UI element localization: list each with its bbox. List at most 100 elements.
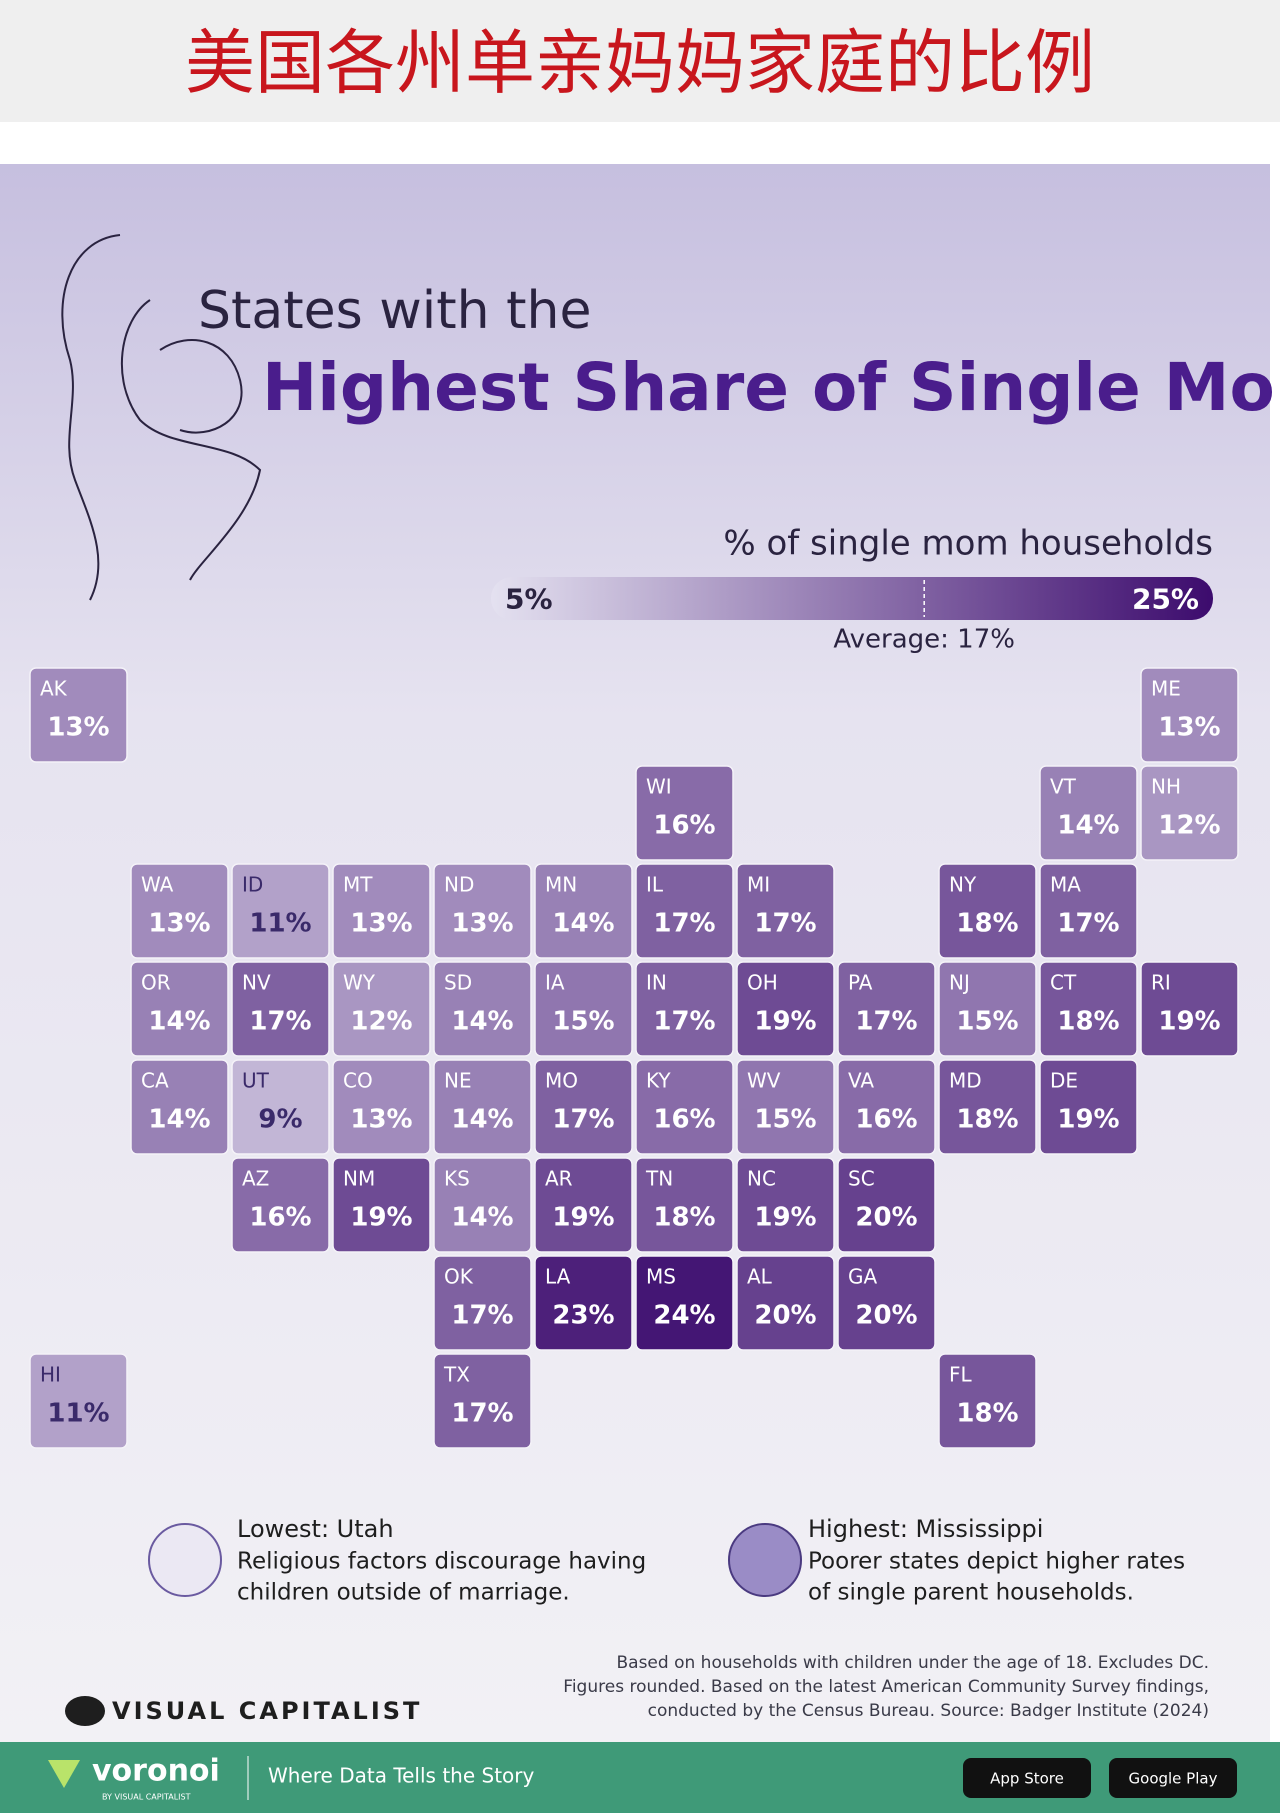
state-value-label: 20% xyxy=(754,1301,816,1331)
state-abbr: AR xyxy=(545,1167,573,1191)
state-tile xyxy=(938,1353,1037,1449)
state-abbr: NH xyxy=(1151,775,1181,799)
state-value-label: 23% xyxy=(552,1301,614,1331)
state-abbr: PA xyxy=(848,971,873,995)
legend-average-label: Average: 17% xyxy=(833,625,1015,655)
state-abbr: MN xyxy=(545,873,577,897)
state-value-label: 16% xyxy=(653,1105,715,1135)
state-abbr: UT xyxy=(242,1069,270,1093)
state-value-label: 17% xyxy=(855,1007,917,1037)
state-tile xyxy=(1140,765,1239,861)
store-button[interactable] xyxy=(963,1758,1091,1798)
state-value-label: 14% xyxy=(451,1105,513,1135)
state-tile xyxy=(1039,1059,1138,1155)
store-button[interactable] xyxy=(1109,1758,1237,1798)
state-tile xyxy=(736,1059,835,1155)
footnote-line: Figures rounded. Based on the latest Ame… xyxy=(563,1677,1209,1697)
state-tile xyxy=(938,961,1037,1057)
state-tile xyxy=(837,1059,936,1155)
state-tile xyxy=(231,961,330,1057)
state-value-label: 19% xyxy=(754,1007,816,1037)
state-tile xyxy=(534,863,633,959)
state-abbr: NM xyxy=(343,1167,375,1191)
state-value-label: 15% xyxy=(956,1007,1018,1037)
footnote: Based on households with children under … xyxy=(563,1653,1209,1721)
state-value-label: 17% xyxy=(451,1399,513,1429)
state-value-label: 17% xyxy=(1057,909,1119,939)
state-abbr: SD xyxy=(444,971,472,995)
state-value-label: 18% xyxy=(956,909,1018,939)
state-value-label: 15% xyxy=(754,1105,816,1135)
legend-min-label: 5% xyxy=(505,583,553,616)
state-tile xyxy=(433,1255,532,1351)
note-text: Poorer states depict higher rates xyxy=(808,1549,1185,1575)
map: AK 13% ME 13% WI 16% VT 14% NH 12% WA 13% ID 11% MT 13%… xyxy=(29,667,1239,1449)
state-tile xyxy=(837,1255,936,1351)
state-abbr: TX xyxy=(443,1363,470,1387)
mother-illustration xyxy=(61,234,262,601)
state-abbr: ND xyxy=(444,873,474,897)
state-tile xyxy=(130,1059,229,1155)
state-abbr: SC xyxy=(848,1167,875,1191)
brand: VISUAL CAPITALIST xyxy=(112,1697,422,1725)
state-value-label: 13% xyxy=(47,713,109,743)
title-line2: Highest Share of Single Moms xyxy=(262,349,1280,426)
state-value-label: 24% xyxy=(653,1301,715,1331)
state-value-label: 17% xyxy=(552,1105,614,1135)
vc-logo-mark xyxy=(65,1696,105,1726)
state-value-label: 9% xyxy=(258,1105,302,1135)
state-abbr: NC xyxy=(747,1167,776,1191)
note-text: children outside of marriage. xyxy=(237,1580,570,1606)
state-tile xyxy=(231,1059,330,1155)
state-abbr: LA xyxy=(545,1265,571,1289)
state-abbr: NY xyxy=(949,873,977,897)
note-text: Religious factors discourage having xyxy=(237,1549,646,1575)
notes: Lowest: Utah Religious factors discourage… xyxy=(237,1515,1185,1606)
state-value-label: 18% xyxy=(956,1399,1018,1429)
state-value-label: 14% xyxy=(148,1007,210,1037)
state-tile xyxy=(736,1255,835,1351)
state-abbr: KS xyxy=(444,1167,470,1191)
state-tile xyxy=(837,961,936,1057)
state-value-label: 19% xyxy=(1057,1105,1119,1135)
state-value-label: 16% xyxy=(855,1105,917,1135)
state-abbr: KY xyxy=(646,1069,671,1093)
utah-icon xyxy=(148,1523,222,1597)
state-tile xyxy=(231,863,330,959)
state-abbr: RI xyxy=(1151,971,1171,995)
state-value-label: 14% xyxy=(451,1007,513,1037)
state-abbr: IN xyxy=(646,971,667,995)
footnote-line: Based on households with children under … xyxy=(617,1653,1210,1673)
state-tile xyxy=(130,961,229,1057)
state-value-label: 20% xyxy=(855,1203,917,1233)
state-abbr: ID xyxy=(242,873,263,897)
state-abbr: OH xyxy=(747,971,778,995)
state-tile xyxy=(837,1157,936,1253)
state-tile xyxy=(534,1157,633,1253)
note-heading: Highest: Mississippi xyxy=(808,1515,1043,1543)
store-buttons: App Store Google Play xyxy=(963,1758,1237,1798)
state-abbr: IA xyxy=(545,971,565,995)
state-value-label: 13% xyxy=(148,909,210,939)
legend-max-label: 25% xyxy=(1132,583,1199,616)
state-tile xyxy=(736,1157,835,1253)
state-tile xyxy=(29,667,128,763)
state-tile xyxy=(433,1059,532,1155)
state-abbr: AZ xyxy=(242,1167,269,1191)
state-abbr: OK xyxy=(444,1265,474,1289)
state-tile xyxy=(635,765,734,861)
state-value-label: 18% xyxy=(956,1105,1018,1135)
state-value-label: 17% xyxy=(451,1301,513,1331)
state-abbr: ME xyxy=(1151,677,1181,701)
state-tile xyxy=(635,961,734,1057)
state-abbr: OR xyxy=(141,971,171,995)
mississippi-icon xyxy=(728,1523,802,1597)
state-value-label: 16% xyxy=(249,1203,311,1233)
state-tile xyxy=(635,1255,734,1351)
state-tile xyxy=(1039,961,1138,1057)
state-value-label: 17% xyxy=(754,909,816,939)
state-abbr: NJ xyxy=(949,971,970,995)
state-tile xyxy=(1140,961,1239,1057)
state-abbr: MS xyxy=(646,1265,676,1289)
